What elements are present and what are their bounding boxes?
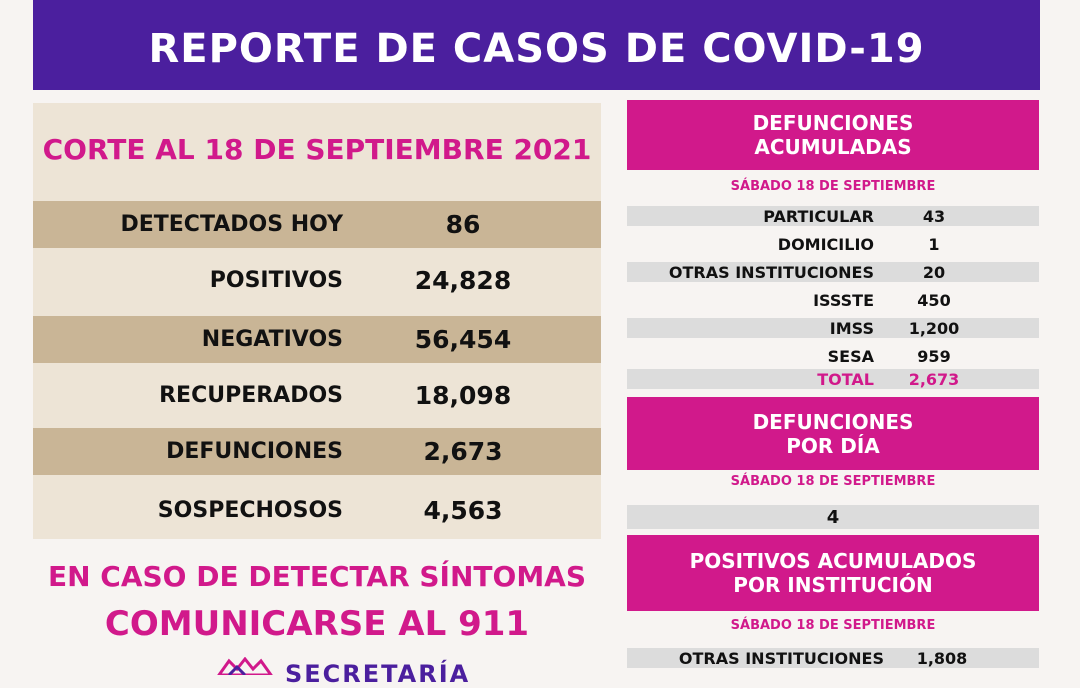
call-911-notice: COMUNICARSE AL 911 bbox=[104, 604, 530, 644]
table-row: ISSSTE 450 bbox=[627, 290, 1039, 310]
stat-row-recuperados: RECUPERADOS 18,098 bbox=[33, 372, 601, 419]
row-value: 1,200 bbox=[908, 318, 960, 338]
stat-label: SOSPECHOSOS bbox=[157, 498, 343, 523]
stat-label: RECUPERADOS bbox=[159, 383, 343, 408]
defunciones-por-dia-date: SÁBADO 18 DE SEPTIEMBRE bbox=[730, 474, 936, 489]
secretaria-logo-text: SECRETARÍA bbox=[285, 660, 471, 688]
table-row: IMSS 1,200 bbox=[627, 318, 1039, 338]
row-label: OTRAS INSTITUCIONES bbox=[678, 648, 884, 668]
row-value: 43 bbox=[922, 206, 946, 226]
table-row: DOMICILIO 1 bbox=[627, 234, 1039, 254]
row-label: ISSSTE bbox=[813, 290, 874, 310]
stat-label: NEGATIVOS bbox=[201, 327, 343, 352]
stat-label: DEFUNCIONES bbox=[166, 439, 343, 464]
secretaria-logo-icon bbox=[217, 657, 273, 675]
row-label: IMSS bbox=[829, 318, 874, 338]
stat-value: 2,673 bbox=[423, 437, 503, 466]
stat-value: 56,454 bbox=[414, 325, 512, 354]
stat-label: DETECTADOS HOY bbox=[120, 212, 343, 237]
stat-row-negativos: NEGATIVOS 56,454 bbox=[33, 316, 601, 363]
heading-line: DEFUNCIONES bbox=[752, 111, 914, 135]
stat-label: POSITIVOS bbox=[209, 268, 343, 293]
defunciones-por-dia-heading: DEFUNCIONES POR DÍA bbox=[627, 397, 1039, 470]
row-value: 450 bbox=[917, 290, 951, 310]
stat-row-positivos: POSITIVOS 24,828 bbox=[33, 257, 601, 304]
heading-line: DEFUNCIONES bbox=[752, 409, 914, 434]
row-value: 20 bbox=[922, 262, 946, 282]
defunciones-por-dia-value: 4 bbox=[627, 505, 1039, 529]
stat-row-defunciones: DEFUNCIONES 2,673 bbox=[33, 428, 601, 475]
stat-value: 18,098 bbox=[414, 381, 512, 410]
heading-line: POSITIVOS ACUMULADOS bbox=[689, 549, 977, 573]
stat-row-sospechosos: SOSPECHOSOS 4,563 bbox=[33, 487, 601, 534]
positivos-institucion-heading: POSITIVOS ACUMULADOS POR INSTITUCIÓN bbox=[627, 535, 1039, 611]
row-label: SESA bbox=[827, 346, 874, 366]
total-row: TOTAL 2,673 bbox=[627, 369, 1039, 389]
total-value: 2,673 bbox=[908, 369, 960, 389]
heading-line: ACUMULADAS bbox=[754, 135, 912, 159]
defunciones-acumuladas-heading: DEFUNCIONES ACUMULADAS bbox=[627, 100, 1039, 170]
row-label: PARTICULAR bbox=[763, 206, 874, 226]
heading-line: POR INSTITUCIÓN bbox=[733, 573, 933, 597]
stat-value: 4,563 bbox=[423, 496, 503, 525]
row-label: OTRAS INSTITUCIONES bbox=[668, 262, 874, 282]
row-label: DOMICILIO bbox=[777, 234, 874, 254]
total-label: TOTAL bbox=[817, 369, 874, 389]
stat-value: 86 bbox=[445, 210, 481, 239]
positivos-institucion-date: SÁBADO 18 DE SEPTIEMBRE bbox=[730, 618, 936, 633]
cutoff-date-heading: CORTE AL 18 DE SEPTIEMBRE 2021 bbox=[42, 132, 592, 166]
stat-row-detectados: DETECTADOS HOY 86 bbox=[33, 201, 601, 248]
table-row: OTRAS INSTITUCIONES 1,808 bbox=[627, 648, 1039, 668]
table-row: SESA 959 bbox=[627, 346, 1039, 366]
report-title-banner: REPORTE DE CASOS DE COVID-19 bbox=[33, 0, 1040, 90]
row-value: 1,808 bbox=[916, 648, 968, 668]
symptoms-notice: EN CASO DE DETECTAR SÍNTOMAS bbox=[47, 560, 587, 593]
heading-line: POR DÍA bbox=[786, 433, 880, 458]
table-row: OTRAS INSTITUCIONES 20 bbox=[627, 262, 1039, 282]
row-value: 1 bbox=[928, 234, 940, 254]
table-row: PARTICULAR 43 bbox=[627, 206, 1039, 226]
row-value: 959 bbox=[917, 346, 951, 366]
stat-value: 24,828 bbox=[414, 266, 512, 295]
defunciones-acumuladas-date: SÁBADO 18 DE SEPTIEMBRE bbox=[730, 179, 936, 194]
